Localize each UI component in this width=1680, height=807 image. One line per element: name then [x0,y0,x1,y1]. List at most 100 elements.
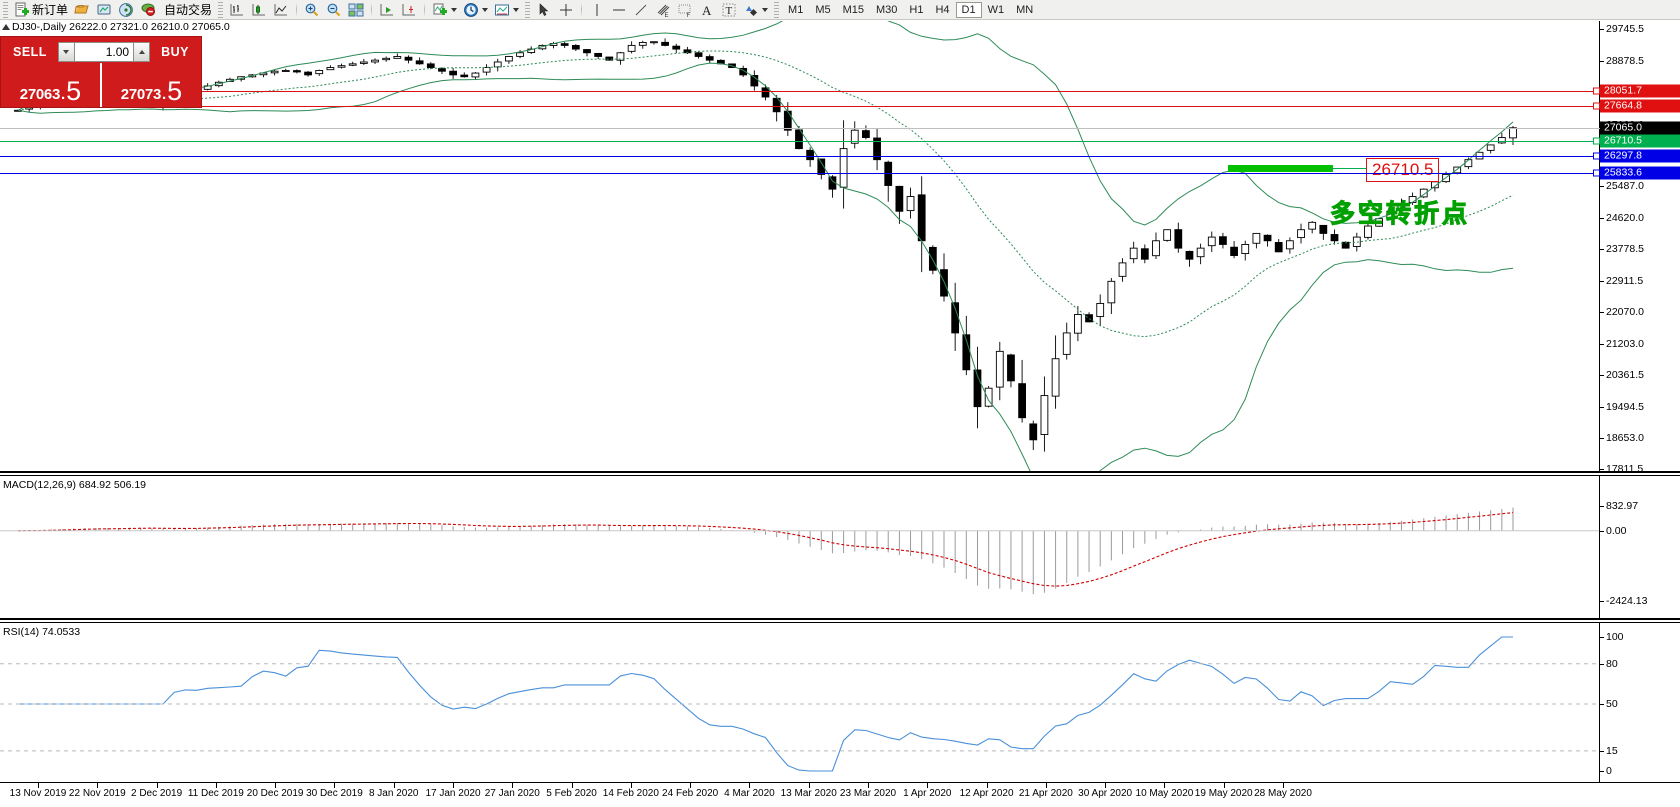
chart-shift-button[interactable] [398,1,420,19]
date-label-1: 22 Nov 2019 [68,788,126,799]
bar-chart-button[interactable] [226,1,248,19]
level-line-26297.8[interactable] [0,156,1600,158]
toolbar-grip-4[interactable] [774,1,780,18]
timeframe-h4[interactable]: H4 [935,3,950,16]
main-toolbar: 新订单 [0,0,1680,20]
volume-decrease-button[interactable] [57,41,75,62]
buy-price[interactable]: 27073 . 5 [102,63,201,107]
period-button[interactable] [460,1,491,19]
volume-increase-button[interactable] [133,41,151,62]
line-chart-button[interactable] [270,1,292,19]
toolbar-grip-2[interactable] [218,1,224,18]
chevron-down-icon-2[interactable] [482,7,489,12]
timeframe-m15[interactable]: M15 [842,3,864,16]
text-label-button[interactable]: T [718,1,740,19]
templates-button[interactable] [491,1,522,19]
macd-y-axis[interactable]: 832.97 0.00 -2424.13 [1599,476,1680,618]
rsi-axis-line [1599,623,1600,782]
text-button[interactable]: A [696,1,718,19]
price-tick-20361.5: 20361.5 [1600,368,1644,381]
horizontal-line-button[interactable] [608,1,630,19]
indicators-button[interactable] [429,1,460,19]
volume-stepper[interactable]: 1.00 [57,41,151,62]
timeframe-m1[interactable]: M1 [788,3,804,16]
level-line-27664.8[interactable] [0,105,1600,107]
line-chart-icon [273,2,289,18]
fibonacci-button[interactable]: E [652,1,674,19]
mailbox-button[interactable] [137,1,159,19]
level-handle-27664.8[interactable] [1593,102,1600,110]
rsi-y-axis[interactable]: 100 80 50 15 0 [1600,623,1680,782]
trade-panel-divider [100,63,102,107]
cursor-button[interactable] [533,1,555,19]
volume-input[interactable]: 1.00 [74,41,134,62]
zoom-in-button[interactable] [301,1,323,19]
level-line-28051.7[interactable] [0,91,1600,93]
price-tag-25833.6[interactable]: 25833.6 [1600,166,1680,180]
price-pane[interactable]: 29745.528878.528011.027139.026272.025487… [0,21,1680,475]
chevron-down-icon[interactable] [451,7,458,12]
timeframe-h1[interactable]: H1 [909,3,924,16]
zoom-out-button[interactable] [323,1,345,19]
symbol-expand-arrow-icon[interactable] [2,24,10,30]
date-label-21: 28 May 2020 [1254,788,1312,799]
date-label-2: 2 Dec 2019 [130,788,183,799]
sell-button[interactable]: SELL [13,44,47,59]
equidistant-channel-button[interactable]: F [674,1,696,19]
level-handle-26297.8[interactable] [1593,152,1600,160]
trade-panel-prices: 27063 . 5 27073 . 5 [1,63,201,107]
one-click-trading-panel[interactable]: SELL 1.00 BUY 27063 . 5 27073 . 5 [0,36,202,108]
svg-text:A: A [702,3,712,18]
level-line-25833.6[interactable] [0,173,1600,175]
level-line-26710.5[interactable] [0,140,1600,142]
price-tick-25487.0: 25487.0 [1600,179,1644,192]
navigator-button[interactable] [115,1,137,19]
rsi-pane[interactable]: RSI(14) 74.0533 100 80 50 15 0 [0,622,1680,782]
autotrade-button[interactable]: 自动交易 [159,1,215,19]
date-tick [1105,783,1107,788]
chevron-down-icon-4[interactable] [762,7,769,12]
shapes-button[interactable] [740,1,771,19]
price-plot-area[interactable] [0,21,1600,471]
fibonacci-icon: E [655,2,671,19]
timeframe-mn[interactable]: MN [1016,3,1034,16]
toolbar-grip[interactable] [3,1,8,18]
timeframe-w1[interactable]: W1 [987,3,1005,16]
buy-button[interactable]: BUY [161,44,189,59]
rsi-chart-svg [0,636,1600,772]
chevron-down-icon-3[interactable] [513,7,520,12]
level-handle-25833.6[interactable] [1593,169,1600,177]
tile-windows-button[interactable] [345,1,367,19]
date-axis[interactable]: 13 Nov 2019 22 Nov 2019 2 Dec 2019 11 Dec 2… [0,782,1680,807]
trendline-button[interactable] [630,1,652,19]
price-y-axis[interactable]: 29745.528878.528011.027139.026272.025487… [1599,21,1680,475]
crosshair-button[interactable] [555,1,577,19]
macd-pane[interactable]: MACD(12,26,9) 684.92 506.19 832.97 0.00 -2… [0,475,1680,620]
level-handle-26710.5[interactable] [1593,137,1600,145]
auto-scroll-button[interactable] [376,1,398,19]
new-order-button[interactable]: 新订单 [11,1,71,19]
level-handle-28051.7[interactable] [1593,87,1600,95]
vertical-line-button[interactable] [586,1,608,19]
trendline-icon [633,2,649,18]
rsi-plot-area[interactable] [0,623,1600,782]
price-tag-26297.8[interactable]: 26297.8 [1600,149,1680,163]
timeframe-d1[interactable]: D1 [955,1,982,18]
price-chart-svg [14,21,1517,471]
macd-plot-area[interactable] [0,476,1600,618]
price-tag-28051.7[interactable]: 28051.7 [1600,84,1680,98]
timeframe-m30[interactable]: M30 [876,3,898,16]
date-tick [927,783,929,788]
timeframe-m5[interactable]: M5 [815,3,831,16]
toolbar-grip-3[interactable] [525,1,531,18]
folder-button[interactable] [71,1,93,19]
sell-price[interactable]: 27063 . 5 [1,63,100,107]
price-tag-27065.0[interactable]: 27065.0 [1600,121,1680,135]
publish-button[interactable] [93,1,115,19]
text-label-icon: T [721,2,737,18]
zoom-out-icon [326,2,342,18]
price-tag-27664.8[interactable]: 27664.8 [1600,99,1680,113]
date-label-0: 13 Nov 2019 [9,788,67,799]
price-tag-26710.5[interactable]: 26710.5 [1600,134,1680,148]
candlestick-button[interactable] [248,1,270,19]
